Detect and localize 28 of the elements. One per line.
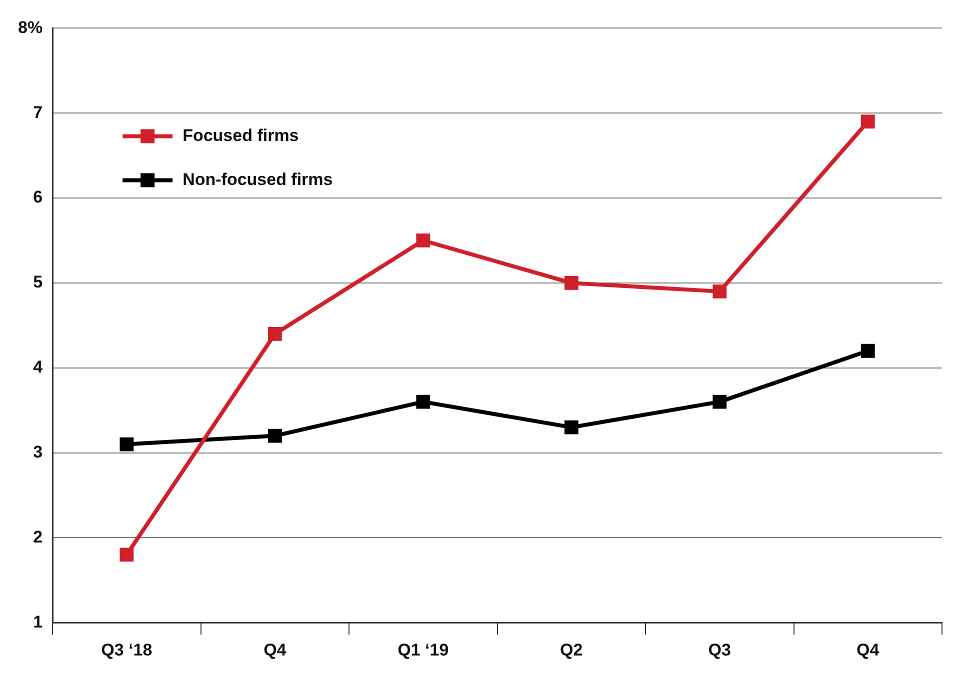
y-tick-label: 7 xyxy=(33,102,43,122)
point xyxy=(564,276,578,290)
y-tick-label: 3 xyxy=(33,442,43,462)
point xyxy=(416,394,430,409)
y-tick-label: 4 xyxy=(33,358,44,377)
point xyxy=(120,437,134,452)
x-tick-label: Q3 xyxy=(708,640,731,660)
point xyxy=(268,428,282,443)
x-tick-label: Q4 xyxy=(856,640,880,660)
legend-label: Non-focused firms xyxy=(182,170,333,189)
y-tick-label: 1 xyxy=(33,612,43,632)
y-tick-label: 5 xyxy=(33,272,43,292)
x-tick-label: Q4 xyxy=(264,640,287,660)
point xyxy=(712,284,727,298)
point xyxy=(564,420,578,434)
y-tick-label: 2 xyxy=(33,527,43,546)
point xyxy=(416,234,430,248)
y-tick-label: 8% xyxy=(18,18,43,37)
point xyxy=(268,326,282,341)
x-tick-label: Q3 ‘18 xyxy=(101,640,152,660)
point xyxy=(120,548,134,562)
point xyxy=(860,344,875,358)
x-tick-label: Q2 xyxy=(560,640,583,660)
x-tick-label: Q1 ‘19 xyxy=(398,640,449,660)
point xyxy=(712,394,727,409)
legend-label: Focused firms xyxy=(182,126,299,145)
point xyxy=(860,114,875,129)
y-tick-label: 6 xyxy=(33,188,43,207)
